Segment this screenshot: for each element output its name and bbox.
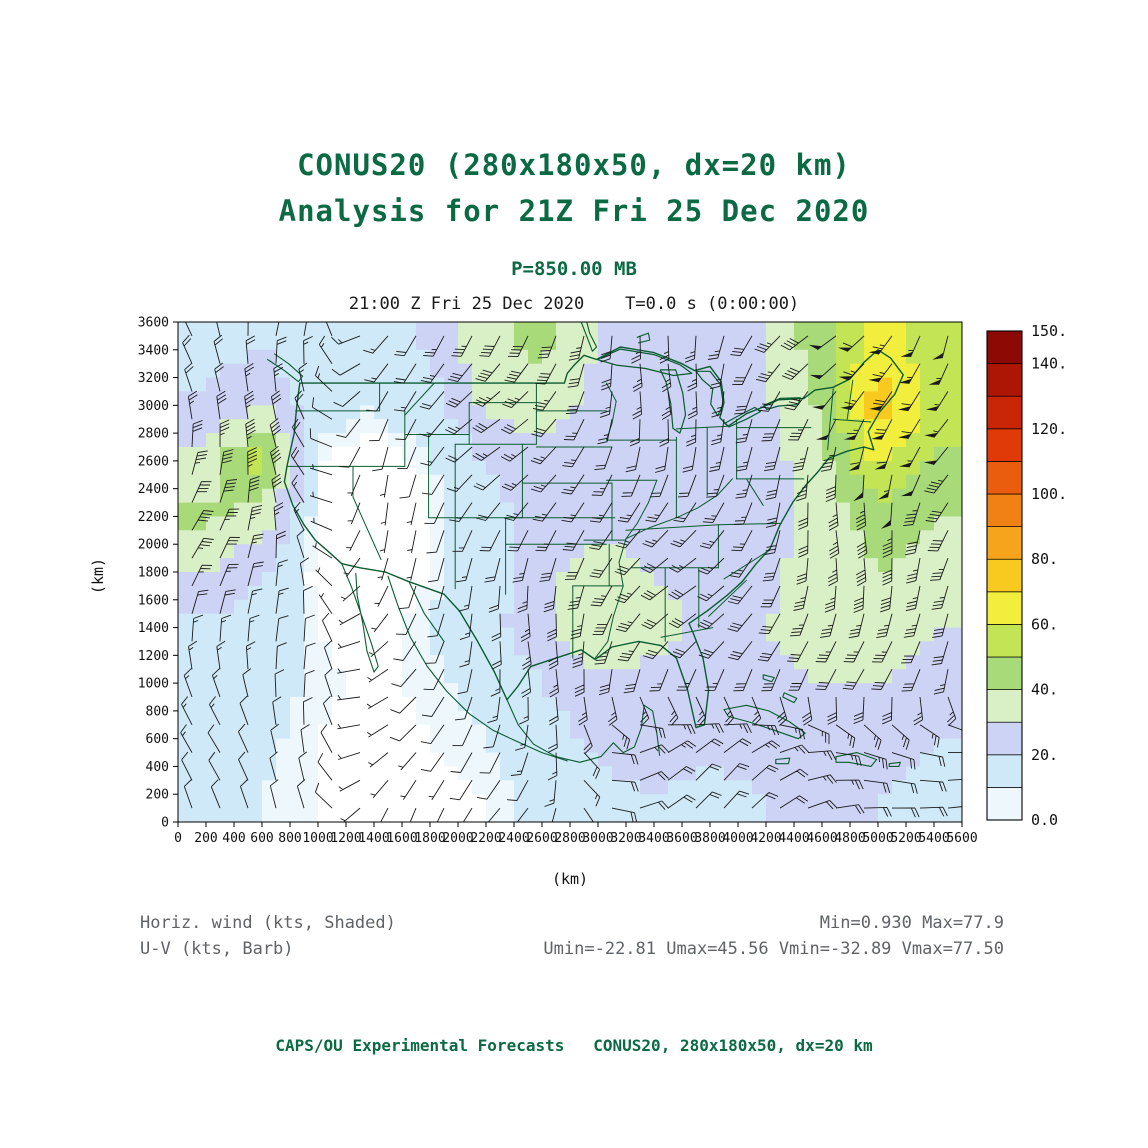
shading-layer: [178, 322, 962, 822]
svg-text:5400: 5400: [918, 831, 949, 846]
svg-text:4200: 4200: [750, 831, 781, 846]
svg-text:1600: 1600: [386, 831, 417, 846]
svg-text:600: 600: [146, 732, 169, 747]
svg-text:2400: 2400: [138, 482, 169, 497]
svg-text:200: 200: [146, 788, 169, 803]
svg-text:400: 400: [222, 831, 245, 846]
svg-text:2800: 2800: [554, 831, 585, 846]
wind-barbs-layer: [180, 322, 962, 822]
svg-text:0: 0: [161, 816, 169, 831]
plot-title-line1: CONUS20 (280x180x50, dx=20 km): [297, 148, 851, 182]
map-outlines: [267, 322, 904, 767]
y-axis-label: (km): [89, 558, 107, 594]
svg-text:800: 800: [278, 831, 301, 846]
svg-text:2200: 2200: [138, 510, 169, 525]
svg-text:150.: 150.: [1031, 322, 1067, 340]
svg-text:4400: 4400: [778, 831, 809, 846]
svg-text:1800: 1800: [414, 831, 445, 846]
svg-text:1200: 1200: [138, 649, 169, 664]
valid-time-label: 21:00 Z Fri 25 Dec 2020 T=0.0 s (0:00:00…: [348, 294, 800, 314]
stats-minmax: Min=0.930 Max=77.9: [819, 913, 1004, 933]
svg-text:3400: 3400: [638, 831, 669, 846]
svg-text:1800: 1800: [138, 566, 169, 581]
legend-field-label: Horiz. wind (kts, Shaded): [140, 913, 396, 933]
svg-text:200: 200: [194, 831, 217, 846]
svg-text:4800: 4800: [834, 831, 865, 846]
svg-text:2600: 2600: [138, 454, 169, 469]
svg-text:3400: 3400: [138, 343, 169, 358]
svg-text:1600: 1600: [138, 593, 169, 608]
svg-text:140.: 140.: [1031, 355, 1067, 373]
svg-text:60.: 60.: [1031, 615, 1058, 633]
svg-text:5000: 5000: [862, 831, 893, 846]
svg-text:1200: 1200: [330, 831, 361, 846]
svg-text:120.: 120.: [1031, 420, 1067, 438]
svg-text:2000: 2000: [442, 831, 473, 846]
svg-text:3800: 3800: [694, 831, 725, 846]
svg-text:2000: 2000: [138, 538, 169, 553]
svg-text:0.0: 0.0: [1031, 811, 1058, 829]
svg-text:2600: 2600: [526, 831, 557, 846]
svg-text:1400: 1400: [138, 621, 169, 636]
svg-text:800: 800: [146, 704, 169, 719]
svg-text:4000: 4000: [722, 831, 753, 846]
svg-text:3000: 3000: [138, 399, 169, 414]
svg-text:2400: 2400: [498, 831, 529, 846]
svg-text:3200: 3200: [610, 831, 641, 846]
colorbar: 0.0 20. 40. 60. 80. 100. 120. 140. 150.: [986, 322, 1067, 829]
axes-layer: 0 200 400 600 800 100012001400160018002000220…: [138, 316, 978, 847]
svg-text:3200: 3200: [138, 371, 169, 386]
svg-text:40.: 40.: [1031, 681, 1058, 699]
svg-text:1400: 1400: [358, 831, 389, 846]
svg-text:5600: 5600: [946, 831, 977, 846]
svg-text:4600: 4600: [806, 831, 837, 846]
svg-text:400: 400: [146, 760, 169, 775]
svg-text:0: 0: [174, 831, 182, 846]
svg-text:1000: 1000: [138, 677, 169, 692]
svg-text:600: 600: [250, 831, 273, 846]
x-axis-label: (km): [552, 870, 588, 888]
svg-text:5200: 5200: [890, 831, 921, 846]
legend-barb-label: U-V (kts, Barb): [140, 939, 294, 959]
svg-text:2200: 2200: [470, 831, 501, 846]
footer-credit: CAPS/OU Experimental Forecasts CONUS20, …: [275, 1036, 873, 1055]
stats-uv-minmax: Umin=-22.81 Umax=45.56 Vmin=-32.89 Vmax=…: [543, 939, 1004, 959]
svg-text:3600: 3600: [666, 831, 697, 846]
svg-text:3600: 3600: [138, 316, 169, 331]
svg-text:2800: 2800: [138, 427, 169, 442]
plot-title-line2: Analysis for 21Z Fri 25 Dec 2020: [278, 194, 870, 228]
svg-text:20.: 20.: [1031, 746, 1058, 764]
svg-text:80.: 80.: [1031, 550, 1058, 568]
svg-text:100.: 100.: [1031, 485, 1067, 503]
pressure-level-label: P=850.00 MB: [511, 258, 637, 280]
svg-text:1000: 1000: [302, 831, 333, 846]
svg-text:3000: 3000: [582, 831, 613, 846]
